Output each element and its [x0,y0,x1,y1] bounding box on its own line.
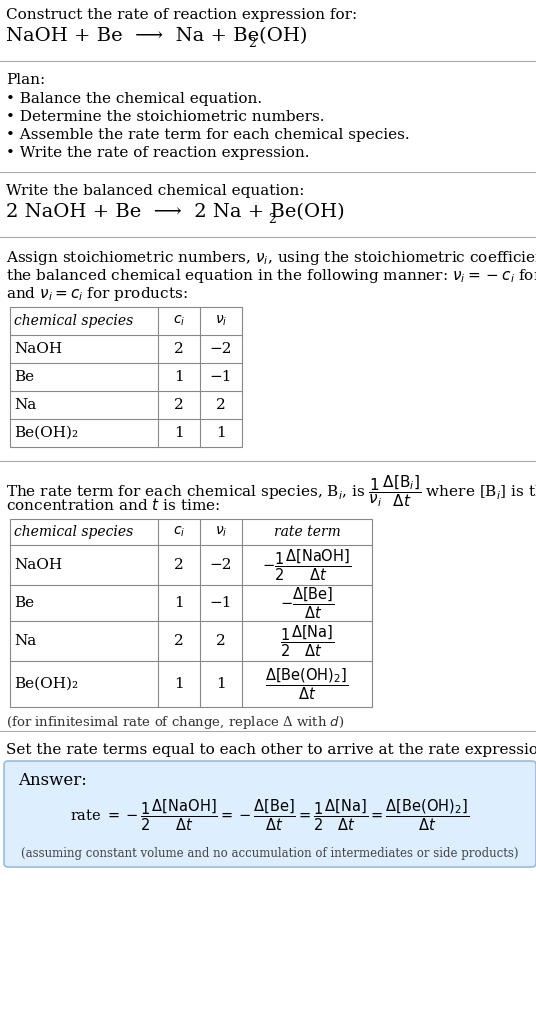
Text: • Balance the chemical equation.: • Balance the chemical equation. [6,92,262,106]
Text: 2: 2 [174,558,184,572]
Text: Be(OH)₂: Be(OH)₂ [14,677,78,691]
Text: Assign stoichiometric numbers, $\nu_i$, using the stoichiometric coefficients, $: Assign stoichiometric numbers, $\nu_i$, … [6,249,536,267]
Text: NaOH: NaOH [14,342,62,356]
Text: $\nu_i$: $\nu_i$ [215,313,227,329]
Text: 1: 1 [216,677,226,691]
Text: 2 NaOH + Be  ⟶  2 Na + Be(OH): 2 NaOH + Be ⟶ 2 Na + Be(OH) [6,203,345,221]
Text: $\nu_i$: $\nu_i$ [215,525,227,539]
Bar [10,307,242,447]
Text: chemical species: chemical species [14,525,133,539]
Text: (for infinitesimal rate of change, replace Δ with $d$): (for infinitesimal rate of change, repla… [6,714,345,731]
Text: Be(OH)₂: Be(OH)₂ [14,426,78,440]
Text: rate term: rate term [273,525,340,539]
Text: (assuming constant volume and no accumulation of intermediates or side products): (assuming constant volume and no accumul… [21,847,519,860]
Text: and $\nu_i = c_i$ for products:: and $\nu_i = c_i$ for products: [6,285,188,303]
Text: −2: −2 [210,342,232,356]
Text: −1: −1 [210,370,232,384]
Text: 2: 2 [268,213,276,226]
Text: 2: 2 [216,399,226,412]
Text: Plan:: Plan: [6,73,45,87]
Text: 1: 1 [174,677,184,691]
Text: the balanced chemical equation in the following manner: $\nu_i = -c_i$ for react: the balanced chemical equation in the fo… [6,267,536,285]
Text: 1: 1 [216,426,226,440]
Text: Be: Be [14,596,34,610]
Text: 1: 1 [174,370,184,384]
Text: $c_i$: $c_i$ [173,313,185,329]
Text: 2: 2 [174,399,184,412]
Text: 2: 2 [174,342,184,356]
Text: $\dfrac{\Delta[\mathrm{Be(OH)_2}]}{\Delta t}$: $\dfrac{\Delta[\mathrm{Be(OH)_2}]}{\Delt… [265,666,349,702]
Text: 2: 2 [174,634,184,648]
Text: $-\dfrac{\Delta[\mathrm{Be}]}{\Delta t}$: $-\dfrac{\Delta[\mathrm{Be}]}{\Delta t}$ [280,585,334,621]
Text: Write the balanced chemical equation:: Write the balanced chemical equation: [6,184,304,198]
Text: Construct the rate of reaction expression for:: Construct the rate of reaction expressio… [6,8,358,22]
Text: • Assemble the rate term for each chemical species.: • Assemble the rate term for each chemic… [6,128,410,142]
Text: concentration and $t$ is time:: concentration and $t$ is time: [6,497,220,513]
Text: Na: Na [14,399,36,412]
Text: Set the rate terms equal to each other to arrive at the rate expression:: Set the rate terms equal to each other t… [6,743,536,757]
Text: −1: −1 [210,596,232,610]
Text: Na: Na [14,634,36,648]
Text: Be: Be [14,370,34,384]
Text: $\dfrac{1}{2}\dfrac{\Delta[\mathrm{Na}]}{\Delta t}$: $\dfrac{1}{2}\dfrac{\Delta[\mathrm{Na}]}… [280,624,334,659]
Bar [10,519,372,707]
Text: NaOH + Be  ⟶  Na + Be(OH): NaOH + Be ⟶ Na + Be(OH) [6,27,307,45]
Text: $-\dfrac{1}{2}\dfrac{\Delta[\mathrm{NaOH}]}{\Delta t}$: $-\dfrac{1}{2}\dfrac{\Delta[\mathrm{NaOH… [263,548,352,583]
Text: 1: 1 [174,426,184,440]
Text: NaOH: NaOH [14,558,62,572]
Text: 1: 1 [174,596,184,610]
Text: The rate term for each chemical species, B$_i$, is $\dfrac{1}{\nu_i}\dfrac{\Delt: The rate term for each chemical species,… [6,473,536,509]
Text: $c_i$: $c_i$ [173,525,185,539]
Text: −2: −2 [210,558,232,572]
Text: Answer:: Answer: [18,772,87,789]
Text: • Write the rate of reaction expression.: • Write the rate of reaction expression. [6,146,309,160]
FancyBboxPatch shape [4,760,536,867]
Text: chemical species: chemical species [14,314,133,328]
Text: 2: 2 [216,634,226,648]
Text: rate $= -\dfrac{1}{2}\dfrac{\Delta[\mathrm{NaOH}]}{\Delta t} = -\dfrac{\Delta[\m: rate $= -\dfrac{1}{2}\dfrac{\Delta[\math… [70,797,470,832]
Text: 2: 2 [248,37,256,50]
Text: • Determine the stoichiometric numbers.: • Determine the stoichiometric numbers. [6,110,324,124]
